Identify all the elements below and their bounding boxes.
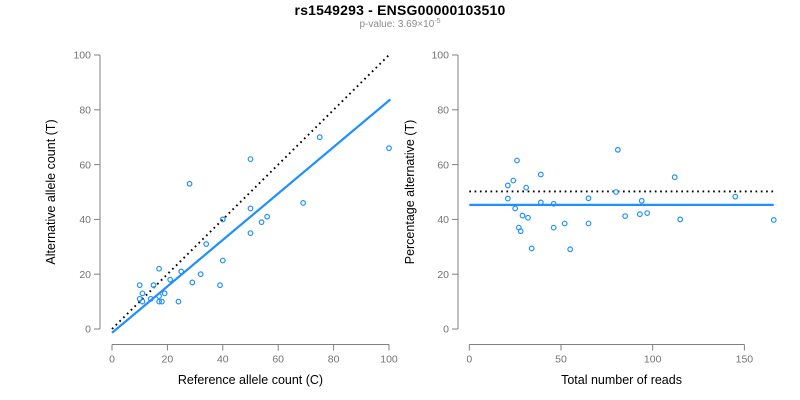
x-tick-label: 100 — [380, 354, 398, 366]
x-axis: 0 50 100 150 — [466, 344, 754, 366]
data-point — [644, 210, 651, 216]
data-point — [537, 199, 544, 206]
panel-right: 0 20 40 60 80 100 0 50 100 150 Total number of rea… — [403, 50, 777, 387]
y-tick-label: 100 — [431, 50, 449, 62]
figure-subtitle: p-value: 3.69×10-5 — [0, 17, 800, 30]
data-point — [512, 205, 519, 212]
data-point — [219, 216, 226, 223]
data-point — [186, 180, 193, 187]
data-point — [585, 195, 592, 202]
pvalue-text: p-value: 3.69×10 — [359, 19, 435, 30]
data-point — [561, 220, 568, 227]
data-point — [264, 213, 271, 220]
data-point — [525, 214, 531, 221]
data-point — [136, 295, 143, 302]
data-point — [217, 282, 223, 289]
data-point — [156, 298, 162, 305]
data-point — [519, 212, 526, 219]
y-tick-label: 80 — [437, 104, 449, 116]
data-point — [156, 293, 162, 300]
x-tick-label: 100 — [644, 354, 662, 366]
data-point — [247, 230, 254, 237]
x-tick-label: 80 — [328, 354, 340, 366]
data-point — [247, 156, 254, 163]
data-point — [614, 146, 621, 153]
y-tick-label: 20 — [79, 269, 91, 281]
y-axis-title: Percentage alternative (T) — [403, 120, 417, 265]
panel-left: 0 20 40 60 80 100 0 20 40 60 80 100 Reference allele… — [44, 50, 398, 387]
y-tick-label: 60 — [79, 159, 91, 171]
x-tick-label: 20 — [162, 354, 174, 366]
data-point — [638, 197, 645, 204]
data-point — [300, 200, 307, 206]
pvalue-exponent: -5 — [434, 17, 441, 25]
data-point — [585, 220, 592, 227]
data-point — [504, 182, 511, 189]
figure-title: rs1549293 - ENSG00000103510 — [294, 2, 506, 18]
y-axis: 0 20 40 60 80 100 — [73, 50, 101, 336]
data-point — [732, 193, 739, 200]
data-point — [770, 217, 777, 223]
regression-line — [111, 98, 392, 334]
data-point — [504, 195, 511, 202]
x-tick-label: 50 — [555, 354, 567, 366]
y-tick-label: 0 — [443, 324, 449, 336]
data-point — [514, 157, 520, 164]
x-axis: 0 20 40 60 80 100 — [109, 344, 398, 366]
x-axis-title: Total number of reads — [561, 373, 682, 387]
data-point — [386, 145, 392, 152]
data-point — [567, 246, 574, 253]
y-tick-label: 40 — [437, 214, 449, 226]
x-tick-label: 0 — [466, 354, 472, 366]
data-point — [622, 213, 629, 220]
data-point — [510, 177, 517, 184]
data-point — [161, 290, 168, 297]
data-point — [636, 211, 643, 218]
data-point — [523, 184, 530, 191]
y-tick-label: 100 — [73, 50, 91, 62]
data-point — [528, 245, 535, 252]
data-point — [550, 200, 557, 207]
data-point — [147, 295, 154, 302]
y-axis-title: Alternative allele count (T) — [44, 119, 58, 264]
identity-line — [111, 54, 390, 330]
y-tick-label: 20 — [437, 269, 449, 281]
x-tick-label: 150 — [736, 354, 754, 366]
x-tick-label: 40 — [217, 354, 229, 366]
data-point — [258, 219, 265, 226]
data-point — [517, 228, 524, 235]
data-point — [677, 216, 684, 223]
y-axis: 0 20 40 60 80 100 — [431, 50, 459, 336]
data-point — [178, 268, 185, 275]
data-point — [156, 265, 162, 272]
data-point — [139, 298, 146, 305]
y-tick-label: 60 — [437, 159, 449, 171]
data-points — [504, 146, 777, 253]
data-point — [613, 189, 619, 195]
y-tick-label: 40 — [79, 214, 91, 226]
y-tick-label: 80 — [79, 104, 91, 116]
x-axis-title: Reference allele count (C) — [178, 373, 323, 387]
data-point — [316, 134, 323, 141]
data-point — [139, 290, 146, 297]
x-tick-label: 0 — [109, 354, 115, 366]
data-point — [203, 241, 210, 247]
data-point — [247, 205, 254, 212]
data-point — [175, 298, 182, 305]
data-point — [537, 171, 544, 178]
data-point — [219, 257, 226, 264]
y-tick-label: 0 — [85, 324, 91, 336]
data-point — [136, 282, 143, 289]
data-point — [197, 271, 204, 278]
data-point — [671, 174, 678, 181]
x-tick-label: 60 — [272, 354, 284, 366]
data-point — [150, 282, 157, 289]
data-point — [189, 279, 196, 286]
data-point — [550, 224, 557, 231]
data-point — [158, 298, 165, 305]
data-points — [136, 134, 392, 305]
data-point — [167, 276, 174, 283]
